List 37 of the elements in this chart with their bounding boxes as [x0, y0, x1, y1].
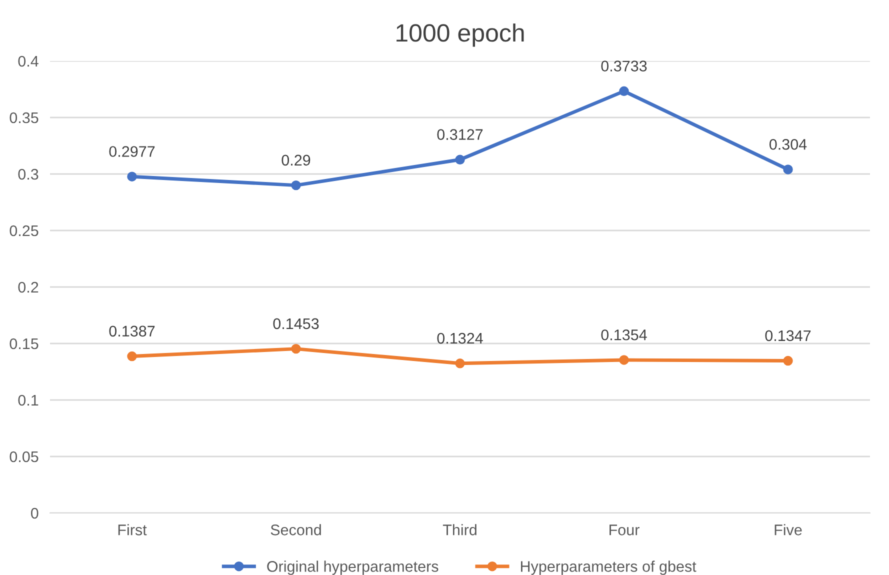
data-label: 0.1387	[109, 326, 155, 337]
data-label: 0.1347	[765, 330, 811, 342]
y-tick-label: 0.35	[10, 112, 38, 124]
x-tick-label: Second	[270, 524, 321, 536]
y-tick-label: 0.2	[18, 282, 38, 293]
chart-title: 1000 epoch	[396, 23, 524, 47]
data-label: 0.29	[282, 154, 310, 166]
y-tick-label: 0.1	[18, 394, 38, 406]
point	[619, 355, 629, 365]
point	[455, 358, 465, 368]
point	[291, 180, 301, 190]
y-tick-label: 0.3	[18, 168, 38, 180]
x-tick-label: Four	[610, 524, 640, 536]
x-tick-label: Five	[774, 524, 802, 536]
data-label: 0.3733	[601, 60, 647, 72]
point	[783, 164, 793, 174]
point	[291, 344, 301, 354]
y-tick-label: 0.05	[10, 451, 38, 462]
y-tick-label: 0	[30, 508, 38, 519]
legend-label: Original hyperparameters	[267, 560, 438, 575]
y-tick-label: 0.25	[10, 225, 38, 236]
legend-label: Hyperparameters of gbest	[521, 560, 696, 575]
data-label: 0.3127	[437, 129, 483, 140]
point	[455, 154, 465, 165]
data-label: 0.2977	[109, 146, 155, 157]
point	[127, 172, 137, 182]
data-label: 0.304	[769, 138, 807, 150]
point	[127, 351, 137, 362]
data-label: 0.1324	[437, 332, 483, 344]
y-tick-label: 0.4	[18, 56, 38, 67]
point	[619, 86, 629, 96]
y-tick-label: 0.15	[10, 338, 38, 350]
x-tick-label: Third	[442, 524, 476, 536]
point	[783, 356, 793, 366]
data-label: 0.1354	[601, 329, 647, 340]
x-tick-label: First	[118, 524, 147, 536]
data-label: 0.1453	[273, 318, 319, 330]
